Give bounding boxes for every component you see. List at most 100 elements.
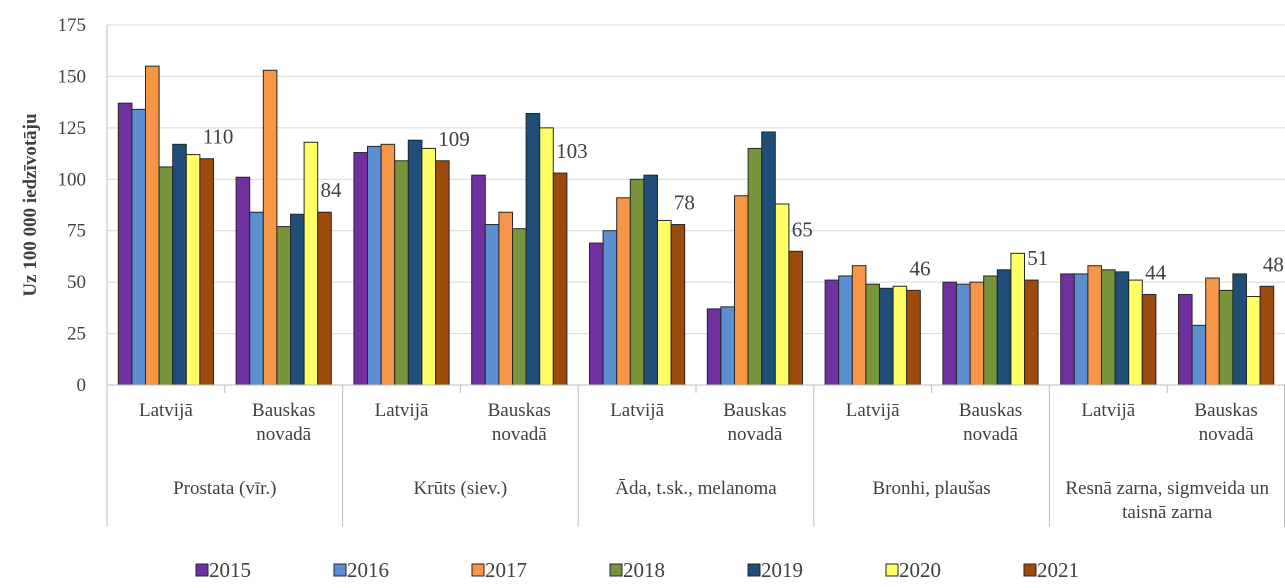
bar: [906, 289, 921, 386]
y-tick-label: 50: [67, 272, 86, 293]
bar: [1205, 277, 1220, 386]
y-tick-label: 175: [58, 15, 87, 36]
bar: [407, 139, 423, 386]
data-label: 103: [556, 139, 588, 163]
data-label: 110: [203, 125, 234, 149]
bar: [824, 279, 840, 386]
bar: [865, 283, 881, 386]
bar: [421, 147, 436, 386]
bar: [1141, 293, 1157, 386]
category-label: Latvijā: [846, 400, 900, 421]
bar: [1024, 279, 1039, 386]
bar: [996, 269, 1012, 386]
bar: [172, 143, 187, 386]
group-label: Āda, t.sk., melanoma: [615, 478, 777, 499]
bar: [552, 172, 568, 386]
bar: [1128, 279, 1143, 386]
bar: [602, 230, 618, 386]
bar: [380, 143, 396, 386]
legend-label: 2020: [899, 558, 941, 582]
category-label: Bauskas novadā: [959, 400, 1022, 445]
legend-label: 2015: [209, 558, 251, 582]
bar: [706, 308, 722, 386]
bar: [235, 176, 251, 386]
legend-label: 2018: [623, 558, 665, 582]
category-label: Bauskas novadā: [1194, 400, 1257, 445]
y-axis-label: Uz 100 000 iedzīvotāju: [20, 113, 41, 297]
legend-swatch: [609, 563, 623, 577]
bar: [670, 224, 686, 386]
bar: [303, 141, 319, 386]
bar: [1101, 269, 1116, 386]
legend-label: 2019: [761, 558, 803, 582]
bar: [629, 178, 645, 386]
y-tick-label: 0: [77, 375, 87, 396]
bar: [643, 174, 659, 386]
data-label: 48: [1263, 252, 1284, 276]
category-label: Latvijā: [1081, 400, 1135, 421]
legend-label: 2016: [347, 558, 389, 582]
bar: [435, 160, 450, 386]
data-label: 78: [674, 191, 695, 215]
bar: [761, 131, 776, 386]
x-axis: Latvijā Bauskas novadā Latvijā Bauskas novadā…: [106, 25, 1285, 527]
bar: [1246, 296, 1261, 386]
bar: [788, 250, 804, 386]
bar: [956, 283, 971, 386]
bar: [879, 287, 894, 386]
data-label: 84: [321, 178, 343, 202]
category-label: Bauskas novadā: [723, 400, 786, 445]
bar: [262, 69, 278, 386]
bar: [616, 197, 631, 386]
y-tick-label: 100: [58, 169, 87, 190]
bar: [276, 226, 291, 386]
y-tick-label: 125: [58, 118, 87, 139]
legend-swatch: [333, 563, 347, 577]
legend-swatch: [747, 563, 761, 577]
bar: [158, 166, 174, 386]
bar: [1178, 293, 1193, 386]
group-label: Resnā zarna, sigmveida un taisnā zarna: [1065, 478, 1269, 523]
legend-swatch: [195, 563, 209, 577]
bar: [185, 154, 201, 386]
legend: 2015 2016 2017 2018 2019 2020 2021: [195, 558, 1079, 582]
bar: [117, 102, 133, 386]
data-label: 51: [1027, 246, 1048, 270]
bar: [1191, 324, 1207, 386]
bar: [317, 211, 332, 386]
bars: [117, 65, 1275, 386]
group-label: Bronhi, plaušas: [872, 478, 990, 499]
bar: [774, 203, 790, 386]
legend-swatch: [471, 563, 485, 577]
y-tick-label: 25: [67, 324, 86, 345]
bar: [892, 285, 908, 386]
legend-label: 2017: [485, 558, 527, 582]
bar: [394, 160, 409, 386]
bar: [1218, 289, 1234, 386]
bar: [1060, 273, 1075, 386]
bar: [471, 174, 486, 386]
bar: [145, 65, 160, 386]
legend-label: 2021: [1037, 558, 1079, 582]
bar: [747, 147, 763, 386]
group-label: Prostata (vīr.): [173, 478, 276, 499]
bar: [367, 145, 382, 386]
category-label: Latvijā: [139, 400, 193, 421]
category-label: Bauskas novadā: [252, 400, 315, 445]
bar: [1073, 273, 1089, 386]
bar: [512, 228, 527, 386]
bar: [498, 211, 513, 386]
bar: [199, 158, 214, 386]
y-axis-ticks: 0 25 50 75 100 125 150 175: [58, 15, 87, 396]
legend-swatch: [1023, 563, 1037, 577]
category-label: Bauskas novadā: [488, 400, 551, 445]
bar: [484, 224, 500, 386]
data-label: 44: [1145, 260, 1167, 284]
data-label: 46: [910, 256, 931, 280]
data-labels: 110 84 109 103 78 65 46 51 44 48: [203, 125, 1284, 285]
data-label: 65: [792, 217, 813, 241]
bar: [525, 112, 541, 386]
bar: [290, 213, 305, 386]
bar: [720, 306, 736, 386]
bar: [353, 152, 368, 386]
